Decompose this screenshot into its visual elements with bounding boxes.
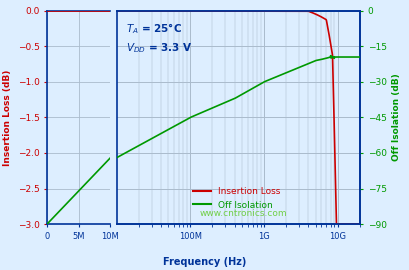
Text: $T_A$ = 25°C
$V_{DD}$ = 3.3 V: $T_A$ = 25°C $V_{DD}$ = 3.3 V <box>126 22 193 55</box>
Legend: Insertion Loss, Off Isolation: Insertion Loss, Off Isolation <box>189 183 284 213</box>
Y-axis label: Insertion Loss (dB): Insertion Loss (dB) <box>3 69 12 166</box>
Text: www.cntronics.com: www.cntronics.com <box>199 209 287 218</box>
Text: Frequency (Hz): Frequency (Hz) <box>163 257 246 267</box>
Y-axis label: Off Isolation (dB): Off Isolation (dB) <box>392 73 401 161</box>
